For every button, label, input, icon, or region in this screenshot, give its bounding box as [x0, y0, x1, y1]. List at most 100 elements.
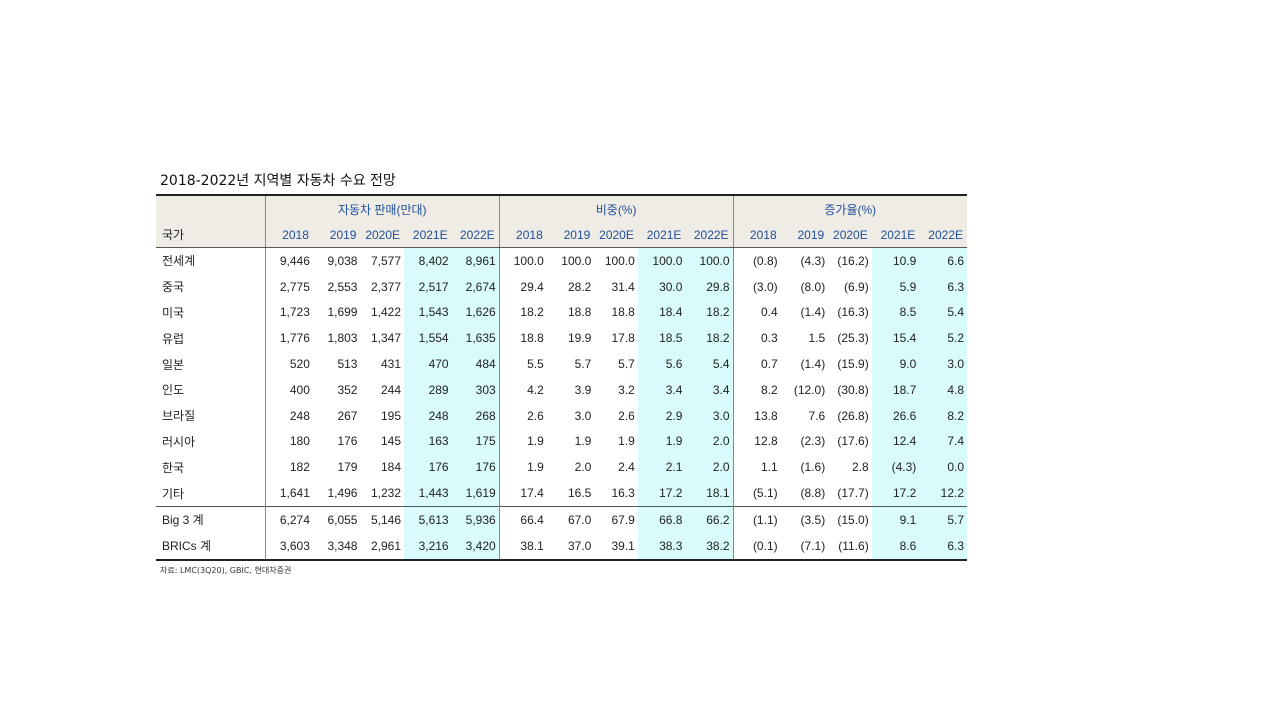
sales-cell: 2,517: [404, 273, 452, 300]
growth-cell: 5.4: [919, 299, 967, 326]
sales-cell: 1,626: [451, 299, 500, 326]
sales-cell: 520: [264, 351, 313, 377]
sales-cell: 163: [404, 428, 452, 455]
sales-cell: 1,543: [404, 299, 452, 326]
share-cell: 2.9: [637, 402, 686, 429]
table-row: 인도 400 352 244 289 303 4.2 3.9 3.2 3.4 3.4 8.2 (12.0…: [156, 376, 967, 403]
share-cell: 18.4: [637, 299, 686, 326]
header-year-2019: 2019: [312, 222, 361, 248]
share-cell: 3.0: [685, 402, 734, 429]
share-cell: 16.3: [611, 486, 635, 501]
growth-cell: (17.6): [837, 434, 869, 449]
growth-cell: (8.0): [800, 279, 826, 294]
growth-cell: 5.7: [919, 505, 967, 533]
header-group-growth: 증가율(%): [732, 194, 967, 222]
growth-cell: 13.8: [732, 402, 781, 429]
sales-cell: 1,619: [451, 480, 500, 507]
sales-cell: 8,402: [404, 247, 452, 274]
header-blank-cell: [156, 194, 266, 222]
sales-cell: 5,146: [360, 505, 405, 533]
growth-cell: (11.6): [828, 532, 872, 561]
share-cell: 1.9: [498, 454, 547, 481]
share-cell: 66.8: [637, 505, 686, 533]
header-year-2018: 2018: [264, 222, 313, 248]
growth-cell: (1.6): [800, 460, 826, 475]
share-cell: 18.5: [637, 325, 686, 352]
growth-cell: (0.1): [732, 532, 781, 561]
share-cell: 100.0: [637, 247, 686, 274]
table-row: 중국 2,775 2,553 2,377 2,517 2,674 29.4 28.2 31.4 3…: [156, 273, 967, 300]
growth-cell: 6.6: [919, 247, 967, 274]
share-cell: 100.0: [685, 247, 734, 274]
sales-cell: 6,055: [312, 505, 361, 533]
share-cell: 4.2: [498, 376, 547, 403]
table-row: 한국 182 179 184 176 176 1.9 2.0 2.4 2.1 2.0 1.1 (1.6)…: [156, 454, 967, 481]
growth-cell: 18.7: [871, 376, 920, 403]
country-cell: 러시아: [162, 434, 196, 449]
sales-cell: 2,553: [327, 279, 358, 294]
share-cell: 28.2: [567, 279, 592, 294]
sales-cell: 484: [451, 351, 500, 377]
growth-cell: (12.0): [793, 382, 826, 397]
sales-cell: 1,635: [451, 325, 500, 352]
growth-cell: 7.6: [808, 408, 826, 423]
growth-cell: 0.7: [732, 351, 781, 377]
share-cell: 3.4: [685, 376, 734, 403]
growth-cell: (15.0): [828, 505, 872, 533]
sales-cell: 2,961: [360, 532, 405, 561]
growth-cell: 12.8: [732, 428, 781, 455]
share-cell: 31.4: [611, 279, 635, 294]
table-row: 브라질 248 267 195 248 268 2.6 3.0 2.6 2.9 3.0 13.8 7.6…: [156, 402, 967, 429]
share-cell: 18.8: [498, 325, 547, 352]
sales-cell: 5,936: [451, 505, 500, 533]
table-row: 일본 520 513 431 470 484 5.5 5.7 5.7 5.6 5.4 0.7 (1.4)…: [156, 351, 967, 377]
growth-cell: 5.9: [871, 273, 920, 300]
sales-cell: 179: [337, 460, 358, 475]
sales-cell: 176: [404, 454, 452, 481]
share-cell: 5.5: [498, 351, 547, 377]
sales-cell: 182: [264, 454, 313, 481]
share-cell: 16.5: [567, 486, 592, 501]
growth-cell: (3.5): [780, 505, 829, 533]
sales-cell: 268: [451, 402, 500, 429]
sales-cell: 3,216: [404, 532, 452, 561]
share-cell: 29.4: [498, 273, 547, 300]
share-cell: 29.8: [685, 273, 734, 300]
share-cell: 2.1: [637, 454, 686, 481]
country-cell: 미국: [162, 305, 185, 320]
sales-cell: 9,038: [327, 253, 358, 268]
sales-cell: 180: [264, 428, 313, 455]
header-group-row: 자동차 판매(만대) 비중(%) 증가율(%): [156, 194, 967, 222]
share-cell: 18.2: [498, 299, 547, 326]
share-cell: 2.4: [618, 460, 635, 475]
share-cell: 66.4: [498, 505, 547, 533]
header-year-2018: 2018: [498, 222, 547, 248]
growth-cell: 0.0: [919, 454, 967, 481]
sales-cell: 176: [451, 454, 500, 481]
sales-cell: 244: [380, 382, 402, 397]
share-cell: 2.0: [685, 454, 734, 481]
growth-cell: (1.4): [800, 305, 826, 320]
sales-cell: 400: [264, 376, 313, 403]
share-cell: 100.0: [498, 247, 547, 274]
table-row: 기타 1,641 1,496 1,232 1,443 1,619 17.4 16.5 16.3 1…: [156, 480, 967, 507]
header-year-2021e: 2021E: [404, 222, 452, 248]
share-cell: 1.9: [498, 428, 547, 455]
growth-cell: 6.3: [919, 273, 967, 300]
growth-cell: (16.3): [837, 305, 869, 320]
sales-cell: 513: [337, 357, 358, 372]
header-country: 국가: [156, 222, 266, 248]
sales-cell: 1,554: [404, 325, 452, 352]
growth-cell: (4.3): [800, 253, 826, 268]
growth-cell: (0.8): [732, 247, 781, 274]
sales-cell: 3,603: [264, 532, 313, 561]
growth-cell: 7.4: [919, 428, 967, 455]
growth-cell: (25.3): [837, 331, 869, 346]
share-cell: 18.8: [611, 305, 635, 320]
country-cell: 일본: [162, 357, 185, 372]
share-cell: 39.1: [594, 532, 638, 561]
header-year-2022e: 2022E: [919, 222, 967, 248]
country-cell: 유럽: [162, 331, 185, 346]
growth-cell: 5.2: [919, 325, 967, 352]
share-cell: 5.6: [637, 351, 686, 377]
